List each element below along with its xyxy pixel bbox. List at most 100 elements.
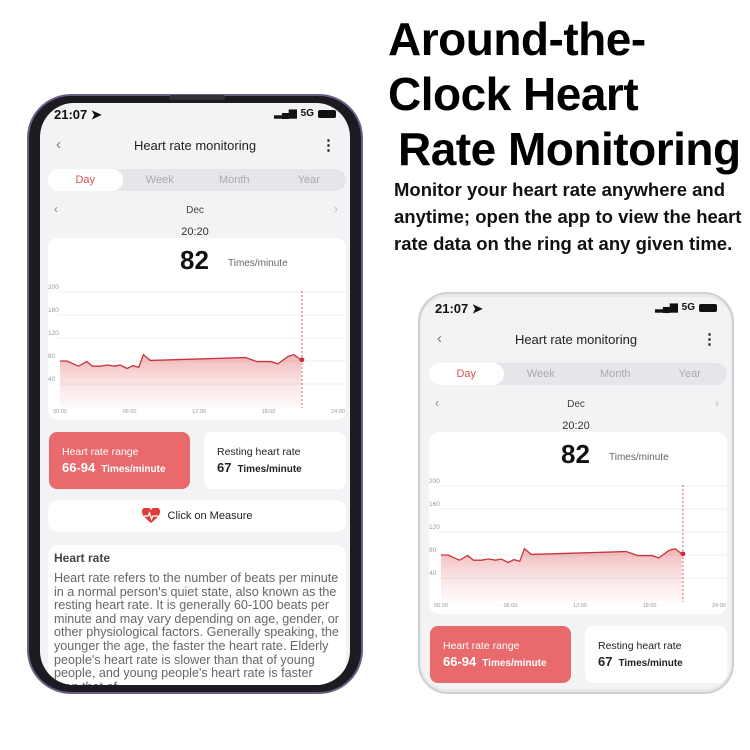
page-title: Heart rate monitoring (514, 332, 638, 347)
x-tick-label: 18:00 (262, 409, 276, 415)
network-label: 5G (681, 302, 695, 313)
info-title: Heart rate (54, 551, 111, 565)
battery-icon (699, 303, 717, 312)
info-body: Heart rate refers to the number of beats… (54, 571, 339, 685)
description: Monitor your heart rate anywhere and any… (394, 179, 742, 254)
resting-unit: Times/minute (237, 464, 302, 475)
heart-rate-range-card: Heart rate range 66-94 Times/minute (49, 432, 190, 489)
y-tick-label: 160 (48, 307, 59, 314)
headline-line: Rate Monitoring (398, 123, 741, 175)
page-title: Heart rate monitoring (133, 138, 257, 153)
x-tick-label: 12:00 (192, 409, 206, 415)
x-tick-label: 12:00 (573, 603, 587, 609)
y-tick-label: 200 (429, 478, 440, 485)
battery-icon (318, 109, 336, 118)
tab-year[interactable]: Year (678, 368, 701, 380)
x-tick-label: 06:00 (504, 603, 518, 609)
location-arrow-icon: ➤ (90, 107, 102, 122)
resting-heart-rate-card: Resting heart rate 67 Times/minute (585, 626, 727, 683)
resting-value: 67 (217, 460, 232, 475)
range-unit: Times/minute (101, 464, 166, 475)
signal-icon: ▂▄▆ (655, 302, 678, 313)
y-tick-label: 40 (48, 376, 56, 383)
period-label: Dec (186, 205, 204, 216)
current-unit: Times/minute (228, 258, 288, 269)
headline: Around-the- Clock Heart Rate Monitoring (388, 12, 741, 177)
more-menu-icon[interactable]: ⋮ (321, 137, 336, 154)
period-tabs: Day Week Month Year (48, 169, 346, 191)
series-line (60, 353, 302, 370)
series-line (441, 547, 683, 564)
status-bar-right: ▂▄▆ 5G (655, 302, 717, 313)
range-unit: Times/minute (482, 658, 547, 669)
app-screen: 21:07 ➤ ▂▄▆ 5G ‹ Heart rate monitoring ⋮… (40, 103, 350, 685)
status-bar-right: ▂▄▆ 5G (274, 108, 336, 119)
current-unit: Times/minute (609, 452, 669, 463)
period-label: Dec (567, 399, 585, 410)
area-fill (60, 354, 301, 407)
more-menu-icon[interactable]: ⋮ (702, 331, 717, 348)
tab-week[interactable]: Week (145, 174, 174, 186)
current-heart-rate: 82 (180, 245, 209, 275)
headline-line: Clock Heart (388, 68, 639, 120)
next-period-button[interactable]: › (334, 202, 338, 216)
heart-rate-info-card: Heart rate Heart rate refers to the numb… (48, 545, 346, 685)
heart-rate-chart[interactable]: 40 80 120 160 200 00:00 06:00 12:00 18:00 24:00 (421, 297, 731, 627)
app-screen-secondary: 21:07 ➤ ▂▄▆ 5G ‹ Heart rate monitoring ⋮… (421, 297, 731, 689)
clock: 21:07 (54, 107, 88, 122)
back-button[interactable]: ‹ (437, 330, 442, 347)
x-tick-label: 06:00 (123, 409, 137, 415)
x-tick-label: 18:00 (643, 603, 657, 609)
range-label: Heart rate range (62, 446, 139, 458)
x-tick-label: 24:00 (712, 603, 726, 609)
area-fill (441, 548, 682, 601)
y-tick-label: 120 (429, 524, 440, 531)
current-point-marker (299, 357, 305, 363)
tab-day[interactable]: Day (429, 363, 504, 385)
tab-day[interactable]: Day (48, 169, 123, 191)
resting-label: Resting heart rate (598, 640, 682, 652)
range-value: 66-94 (443, 654, 477, 669)
status-time: 21:07 ➤ (54, 107, 102, 123)
tab-week[interactable]: Week (526, 368, 555, 380)
resting-heart-rate-card: Resting heart rate 67 Times/minute (204, 432, 346, 489)
location-arrow-icon: ➤ (471, 301, 483, 316)
tab-month[interactable]: Month (599, 368, 631, 380)
period-tabs: Day Week Month Year (429, 363, 727, 385)
measure-label: Click on Measure (167, 510, 253, 522)
network-label: 5G (300, 108, 314, 119)
back-button[interactable]: ‹ (56, 136, 61, 153)
y-tick-label: 40 (429, 570, 437, 577)
next-period-button[interactable]: › (715, 396, 719, 410)
heart-rate-range-card: Heart rate range 66-94 Times/minute (430, 626, 571, 683)
x-tick-label: 00:00 (53, 409, 67, 415)
notch (169, 95, 225, 100)
resting-unit: Times/minute (618, 658, 683, 669)
measure-button[interactable]: Click on Measure (48, 500, 346, 532)
resting-label: Resting heart rate (217, 446, 301, 458)
x-tick-label: 00:00 (434, 603, 448, 609)
tab-year[interactable]: Year (297, 174, 320, 186)
prev-period-button[interactable]: ‹ (54, 202, 58, 216)
selected-time: 20:20 (181, 226, 209, 238)
resting-value: 67 (598, 654, 613, 669)
status-time: 21:07 ➤ (435, 301, 483, 317)
y-tick-label: 80 (48, 353, 56, 360)
heart-icon (141, 508, 160, 523)
current-point-marker (680, 551, 686, 557)
selected-time: 20:20 (562, 420, 590, 432)
y-tick-label: 200 (48, 284, 59, 291)
y-tick-label: 160 (429, 501, 440, 508)
x-tick-label: 24:00 (331, 409, 345, 415)
signal-icon: ▂▄▆ (274, 108, 297, 119)
prev-period-button[interactable]: ‹ (435, 396, 439, 410)
y-tick-label: 80 (429, 547, 437, 554)
y-tick-label: 120 (48, 330, 59, 337)
range-value: 66-94 (62, 460, 96, 475)
heart-rate-chart[interactable]: 40 80 120 160 200 00:00 06:00 12:00 18:00 24:00 (40, 103, 350, 433)
clock: 21:07 (435, 301, 469, 316)
headline-line: Around-the- (388, 13, 646, 65)
current-heart-rate: 82 (561, 439, 590, 469)
range-label: Heart rate range (443, 640, 520, 652)
tab-month[interactable]: Month (218, 174, 250, 186)
